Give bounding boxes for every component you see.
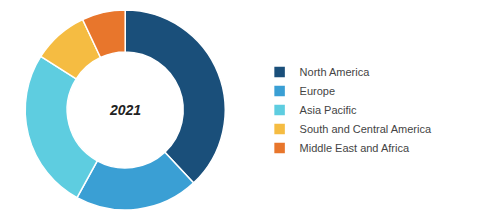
svg-text:North America: North America <box>300 66 371 78</box>
svg-text:Europe: Europe <box>300 85 335 97</box>
svg-text:South and Central America: South and Central America <box>300 123 432 135</box>
svg-text:2021: 2021 <box>109 102 141 118</box>
svg-text:Asia Pacific: Asia Pacific <box>300 104 357 116</box>
svg-text:Middle East and Africa: Middle East and Africa <box>300 142 410 154</box>
